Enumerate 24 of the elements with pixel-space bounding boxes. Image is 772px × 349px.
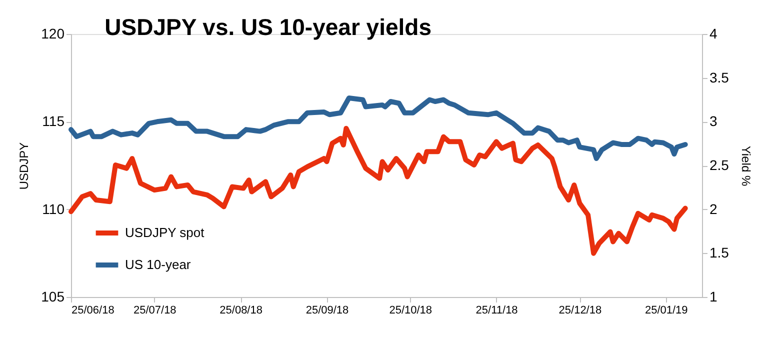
y-tick-label: 120: [41, 26, 65, 42]
y2-tick-label: 2.5: [710, 157, 730, 173]
y2-tick-label: 3: [710, 113, 718, 130]
legend-label: USDJPY spot: [125, 225, 205, 240]
x-tick-label: 25/01/19: [644, 304, 688, 316]
x-tick-label: 25/10/18: [389, 304, 432, 316]
legend-label: US 10-year: [125, 257, 192, 272]
y2-axis-title: Yield %: [738, 146, 753, 186]
x-tick-label: 25/06/18: [72, 304, 114, 316]
y-tick-label: 115: [42, 113, 65, 130]
x-tick-label: 25/11/18: [476, 304, 518, 316]
y-tick-label: 110: [42, 200, 65, 217]
y2-tick-label: 1: [710, 288, 718, 304]
y2-tick-label: 2: [710, 200, 718, 217]
y-tick-label: 105: [41, 288, 65, 304]
y2-tick-label: 4: [710, 26, 718, 42]
y-axis-title: USDJPY: [17, 142, 32, 190]
y2-tick-label: 3.5: [710, 69, 730, 86]
x-tick-label: 25/09/18: [306, 304, 349, 316]
x-tick-label: 25/12/18: [558, 304, 602, 316]
x-tick-label: 25/08/18: [220, 304, 262, 316]
chart-title: USDJPY vs. US 10-year yields: [104, 14, 432, 40]
y2-tick-label: 1.5: [710, 244, 730, 261]
x-tick-label: 25/07/18: [133, 304, 176, 316]
